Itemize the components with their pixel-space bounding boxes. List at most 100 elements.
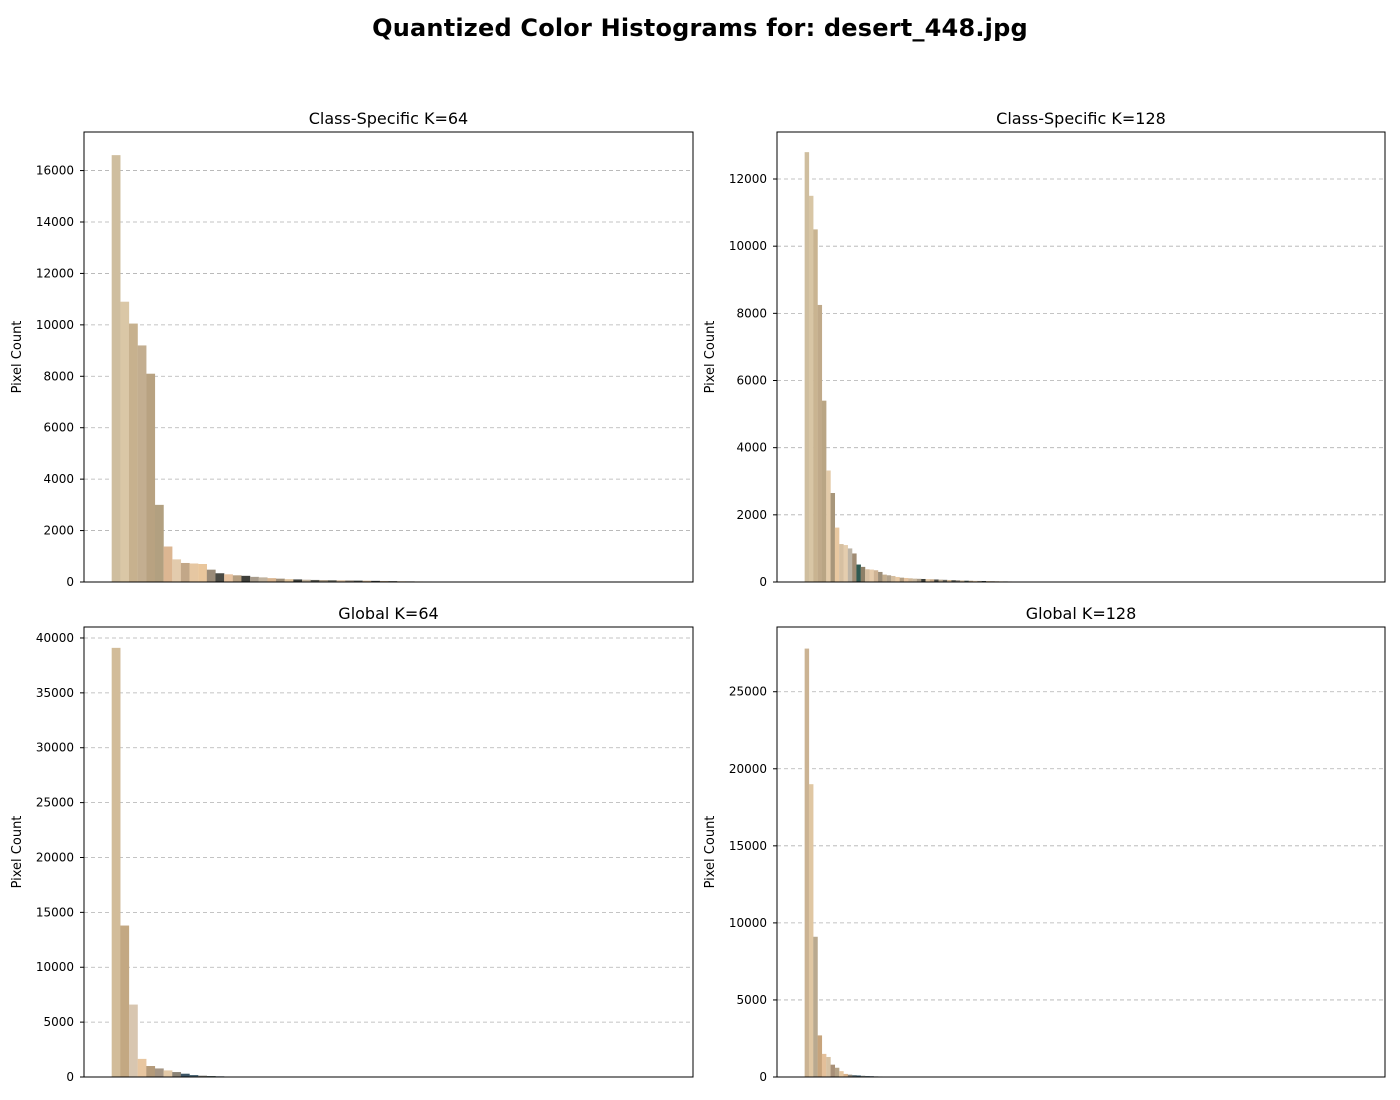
axes-frame-class-specific-k128 <box>776 131 1386 583</box>
ytick-label-class-specific-k64-3: 6000 <box>43 421 74 435</box>
bar-class-specific-k128-26 <box>916 578 922 582</box>
bar-class-specific-k128-41 <box>981 580 987 582</box>
ytick-label-global-k64-0: 0 <box>66 1070 74 1084</box>
bar-class-specific-k128-12 <box>856 564 861 582</box>
bar-class-specific-k64-2 <box>128 323 138 582</box>
bar-class-specific-k128-18 <box>882 574 887 582</box>
bar-global-k128-0 <box>804 648 810 1077</box>
bar-class-specific-k64-12 <box>215 573 225 582</box>
bar-class-specific-k128-21 <box>895 576 900 582</box>
bar-global-k64-6 <box>163 1070 173 1077</box>
ytick-label-global-k128-3: 15000 <box>729 839 767 853</box>
bar-class-specific-k128-25 <box>912 578 918 582</box>
ytick-label-global-k128-1: 5000 <box>736 993 767 1007</box>
bar-class-specific-k64-31 <box>379 580 389 582</box>
bar-global-k128-7 <box>834 1067 840 1077</box>
ytick-label-class-specific-k128-0: 0 <box>759 575 767 589</box>
panel-title-class-specific-k64: Class-Specific K=64 <box>309 109 468 128</box>
y-axis-label-global-k128: Pixel Count <box>703 816 718 889</box>
bar-global-k128-8 <box>839 1071 844 1077</box>
bar-class-specific-k128-4 <box>821 400 827 582</box>
panel-global-k64: 0 5000 10000 15000 20000 25000 30000 35000 40000… <box>10 604 694 1084</box>
bar-class-specific-k128-32 <box>942 579 948 582</box>
bar-class-specific-k128-24 <box>908 578 913 582</box>
bar-global-k64-3 <box>137 1058 147 1077</box>
bar-class-specific-k128-5 <box>826 470 831 582</box>
bar-class-specific-k128-16 <box>873 570 879 582</box>
bar-class-specific-k128-27 <box>921 578 926 582</box>
axes-frame-global-k128 <box>776 626 1386 1078</box>
bar-global-k64-8 <box>180 1073 190 1077</box>
axes-frame-class-specific-k64 <box>83 131 694 583</box>
bar-class-specific-k128-22 <box>899 577 905 582</box>
ytick-label-global-k128-5: 25000 <box>729 685 767 699</box>
y-axis-label-class-specific-k64: Pixel Count <box>10 321 25 394</box>
bar-class-specific-k64-29 <box>362 580 372 582</box>
bar-class-specific-k128-38 <box>968 580 974 582</box>
ytick-label-class-specific-k128-1: 2000 <box>736 508 767 522</box>
bar-class-specific-k128-8 <box>839 544 844 582</box>
bar-global-k64-1 <box>120 925 130 1077</box>
bar-global-k128-5 <box>826 1056 831 1077</box>
panel-title-global-k128: Global K=128 <box>1026 604 1137 623</box>
bar-class-specific-k64-23 <box>310 579 320 582</box>
ytick-label-class-specific-k128-5: 10000 <box>729 239 767 253</box>
bar-class-specific-k64-27 <box>345 580 355 582</box>
ytick-label-class-specific-k64-4: 8000 <box>43 369 74 383</box>
bar-global-k128-10 <box>847 1074 853 1077</box>
ytick-label-global-k64-3: 15000 <box>36 905 74 919</box>
bar-class-specific-k128-15 <box>869 569 874 582</box>
ytick-label-class-specific-k64-5: 10000 <box>36 318 74 332</box>
bar-global-k128-11 <box>852 1075 857 1077</box>
bar-class-specific-k128-36 <box>960 580 965 582</box>
ytick-label-global-k64-8: 40000 <box>36 631 74 645</box>
ytick-label-class-specific-k64-7: 14000 <box>36 215 74 229</box>
bar-class-specific-k128-37 <box>964 580 969 582</box>
ytick-label-class-specific-k128-2: 4000 <box>736 441 767 455</box>
ytick-label-class-specific-k128-4: 8000 <box>736 306 767 320</box>
figure-title: Quantized Color Histograms for: desert_4… <box>372 14 1028 42</box>
bar-class-specific-k64-21 <box>293 579 303 582</box>
bar-class-specific-k128-3 <box>817 304 823 582</box>
bar-class-specific-k64-22 <box>301 579 311 582</box>
ytick-label-global-k64-1: 5000 <box>43 1015 74 1029</box>
ytick-label-class-specific-k64-6: 12000 <box>36 266 74 280</box>
ytick-label-global-k128-0: 0 <box>759 1070 767 1084</box>
bar-class-specific-k64-25 <box>327 580 337 582</box>
bar-class-specific-k128-28 <box>925 579 931 582</box>
bar-class-specific-k64-6 <box>163 546 173 582</box>
bar-class-specific-k128-23 <box>903 577 909 582</box>
bar-class-specific-k128-11 <box>852 553 857 582</box>
bar-class-specific-k64-7 <box>172 559 182 582</box>
ytick-label-global-k64-4: 20000 <box>36 850 74 864</box>
bar-global-k64-7 <box>172 1072 182 1077</box>
y-axis-label-global-k64: Pixel Count <box>10 816 25 889</box>
bar-global-k64-9 <box>189 1075 199 1077</box>
bar-class-specific-k64-3 <box>137 345 147 582</box>
bar-global-k128-1 <box>808 784 814 1077</box>
panel-title-class-specific-k128: Class-Specific K=128 <box>996 109 1166 128</box>
bar-class-specific-k64-4 <box>146 373 156 582</box>
bar-class-specific-k64-8 <box>180 562 190 582</box>
bar-class-specific-k128-35 <box>955 580 961 582</box>
panel-global-k128: 0 5000 10000 15000 20000 25000 Global K=128 Pix… <box>703 604 1386 1084</box>
bar-class-specific-k64-9 <box>189 563 199 582</box>
ytick-label-global-k64-7: 35000 <box>36 686 74 700</box>
bar-class-specific-k64-19 <box>276 578 285 582</box>
bar-class-specific-k64-5 <box>154 504 164 582</box>
bar-class-specific-k128-33 <box>947 579 952 582</box>
bar-class-specific-k128-9 <box>843 545 848 582</box>
ytick-label-class-specific-k128-3: 6000 <box>736 374 767 388</box>
bar-class-specific-k128-30 <box>934 579 939 582</box>
y-axis-label-class-specific-k128: Pixel Count <box>703 321 718 394</box>
axes-frame-global-k64 <box>83 626 694 1078</box>
ytick-label-class-specific-k128-6: 12000 <box>729 172 767 186</box>
ytick-label-global-k64-5: 25000 <box>36 796 74 810</box>
bar-class-specific-k64-30 <box>371 580 380 582</box>
bar-class-specific-k64-24 <box>319 580 329 582</box>
bar-class-specific-k64-14 <box>232 575 242 582</box>
bar-class-specific-k64-20 <box>284 579 294 582</box>
bar-global-k64-2 <box>128 1004 138 1077</box>
